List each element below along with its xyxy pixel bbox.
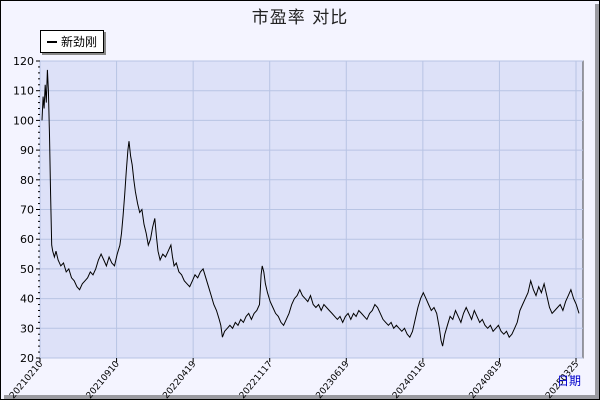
y-tick-label: 120	[13, 55, 34, 68]
legend-label: 新劲刚	[61, 35, 98, 49]
series-line-xinjingang	[41, 69, 580, 347]
y-axis: 20 30 40 50 60 70 80 90 100 110 120	[13, 55, 40, 365]
y-tick-label: 50	[20, 263, 34, 276]
y-tick-label: 40	[20, 293, 34, 306]
y-tick-label: 90	[20, 144, 34, 157]
x-tick-label: 20210910	[85, 359, 122, 400]
x-tick-label: 20210210	[8, 359, 45, 400]
chart-title: 市盈率 对比	[251, 8, 349, 28]
x-tick-label: 20230619	[314, 359, 351, 400]
x-tick-label: 20220419	[161, 359, 198, 400]
y-tick-label: 70	[20, 204, 34, 217]
x-tick-label: 20240116	[391, 359, 428, 400]
y-tick-label: 110	[13, 85, 34, 98]
frame-shadow-bottom	[4, 395, 599, 399]
x-axis: 20210210 20210910 20220419 20221117 20230619…	[8, 358, 581, 400]
y-tick-label: 30	[20, 322, 34, 335]
frame-shadow-right	[595, 4, 599, 399]
x-tick-label: 20240819	[468, 359, 505, 400]
legend: 新劲刚	[40, 30, 105, 53]
legend-swatch	[47, 40, 57, 43]
x-tick-label: 20221117	[238, 360, 275, 400]
x-axis-label: 日期	[557, 374, 581, 388]
y-tick-label: 80	[20, 174, 34, 187]
y-tick-label: 20	[20, 352, 34, 365]
y-tick-label: 60	[20, 233, 34, 246]
y-tick-label: 100	[13, 114, 34, 127]
